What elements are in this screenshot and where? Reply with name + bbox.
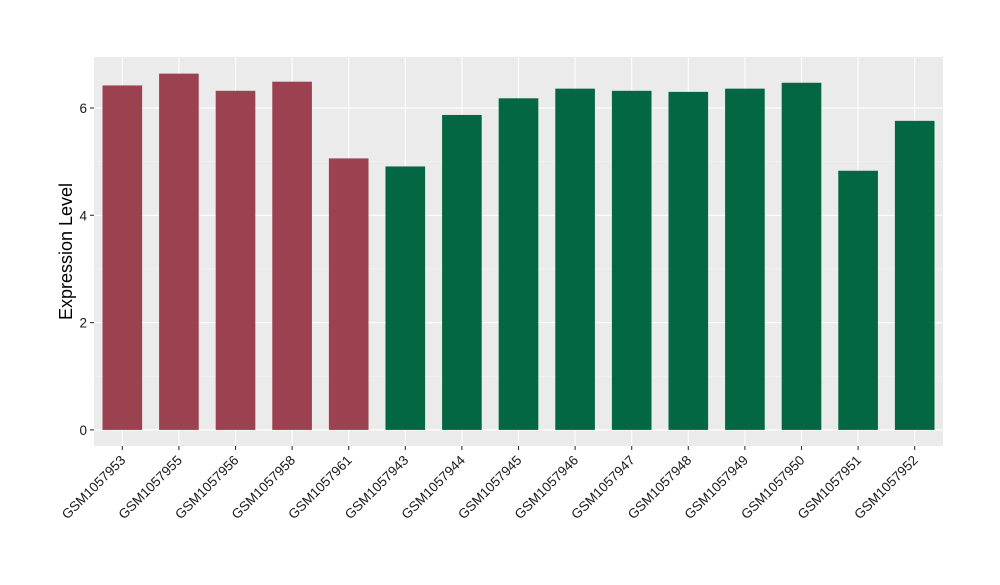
- bar-gsm1057952: [894, 120, 935, 430]
- bar-gsm1057958: [272, 81, 312, 430]
- bars: [102, 73, 935, 430]
- bar-gsm1057955: [159, 73, 199, 430]
- bar-gsm1057947: [611, 90, 652, 430]
- bar-gsm1057944: [442, 114, 482, 430]
- bar-gsm1057949: [725, 88, 765, 430]
- bar-gsm1057953: [102, 85, 143, 430]
- bar-gsm1057950: [781, 82, 822, 430]
- bar-gsm1057945: [498, 98, 539, 430]
- y-tick-label: 4: [79, 208, 87, 223]
- bar-gsm1057961: [328, 158, 369, 430]
- bar-gsm1057951: [838, 170, 878, 430]
- y-tick-label: 6: [79, 101, 87, 116]
- bar-gsm1057948: [668, 91, 709, 430]
- y-tick-label: 2: [79, 316, 87, 331]
- bar-gsm1057946: [555, 88, 595, 430]
- x-axis: GSM1057953GSM1057955GSM1057956GSM1057958…: [59, 446, 921, 522]
- bar-gsm1057956: [215, 90, 256, 430]
- bar-gsm1057943: [385, 166, 426, 430]
- y-axis: 0 2 4 6: [79, 101, 94, 438]
- y-tick-label: 0: [79, 423, 87, 438]
- y-axis-title: Expression Level: [56, 183, 76, 320]
